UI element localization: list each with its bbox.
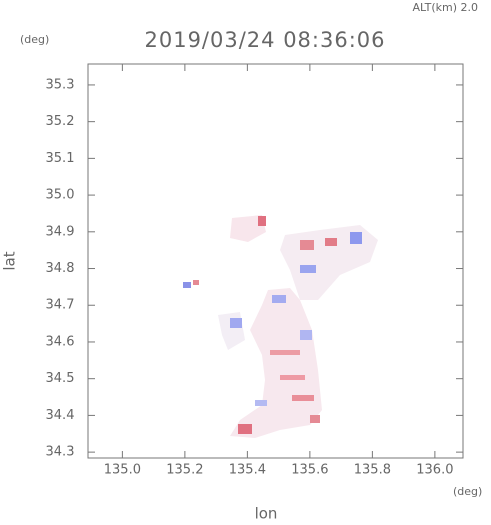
x-tick-label: 135.2 (166, 463, 203, 478)
y-tick-label: 35.3 (46, 77, 75, 92)
y-axis-label: lat (1, 251, 19, 270)
y-tick-label: 35.1 (46, 151, 75, 166)
y-tick-label: 35.0 (46, 188, 75, 203)
y-tick-label: 35.2 (46, 114, 75, 129)
x-tick-label: 136.0 (416, 463, 453, 478)
y-tick-label: 34.3 (46, 445, 75, 460)
y-tick-label: 34.8 (46, 261, 75, 276)
x-unit: (deg) (453, 485, 482, 498)
annotation: ALT(km) 2.0 (412, 1, 478, 14)
x-tick-label: 135.8 (354, 463, 391, 478)
y-tick-label: 34.6 (46, 334, 75, 349)
x-tick-label: 135.6 (291, 463, 328, 478)
x-axis-label: lon (255, 505, 278, 522)
y-unit: (deg) (20, 33, 49, 46)
echo-field (183, 215, 378, 438)
x-tick-label: 135.4 (229, 463, 266, 478)
y-tick-label: 34.7 (46, 298, 75, 313)
chart-title: 2019/03/24 08:36:06 (144, 28, 385, 52)
y-tick-label: 34.9 (46, 224, 75, 239)
y-tick-label: 34.4 (46, 408, 75, 423)
y-tick-label: 34.5 (46, 371, 75, 386)
x-tick-label: 135.0 (104, 463, 141, 478)
plot-frame (87, 63, 464, 459)
